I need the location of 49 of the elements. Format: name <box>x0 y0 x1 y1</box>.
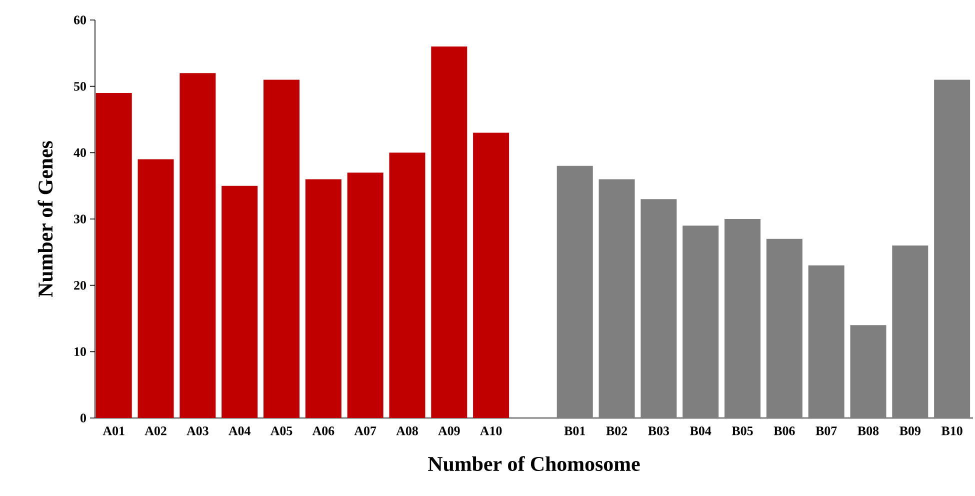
x-tick-label: B02 <box>606 426 628 436</box>
x-tick-label: A07 <box>354 426 376 436</box>
x-tick-label: A05 <box>270 426 292 436</box>
x-tick-label: A04 <box>228 426 250 436</box>
x-tick-label: A01 <box>102 426 124 436</box>
bar <box>473 132 510 418</box>
bar <box>682 226 719 418</box>
x-tick-label: B06 <box>774 426 795 436</box>
y-tick-label: 30 <box>74 214 86 224</box>
x-tick-label: B10 <box>941 426 962 436</box>
x-tick-label: B03 <box>648 426 670 436</box>
x-tick-label: B04 <box>690 426 712 436</box>
bar <box>389 152 426 418</box>
bar <box>431 46 468 418</box>
bar <box>934 80 970 418</box>
x-tick-label: A06 <box>312 426 334 436</box>
bar <box>724 218 761 418</box>
x-tick-label: A08 <box>396 426 418 436</box>
x-tick-label: B08 <box>858 426 879 436</box>
x-tick-label: A03 <box>186 426 208 436</box>
y-axis-title: Number of Genes <box>38 141 53 298</box>
x-tick-label: A09 <box>438 426 460 436</box>
bar <box>766 238 802 418</box>
bar <box>305 179 342 418</box>
bar <box>808 265 844 418</box>
y-tick-label: 50 <box>74 82 86 91</box>
bar <box>264 80 300 418</box>
bar <box>138 159 174 418</box>
x-tick-label: B05 <box>732 426 753 436</box>
bar <box>640 199 677 418</box>
bar <box>598 179 635 418</box>
y-tick-label: 60 <box>74 16 86 24</box>
bar <box>556 166 593 418</box>
y-tick-label: 0 <box>80 414 86 422</box>
x-axis-title: Number of Chomosome <box>428 456 640 472</box>
bar <box>850 325 886 418</box>
y-tick-label: 40 <box>74 148 86 158</box>
x-tick-label: B07 <box>816 426 837 436</box>
x-tick-label: B09 <box>900 426 920 436</box>
bar <box>347 172 384 418</box>
bar <box>222 186 258 418</box>
x-tick-label: A10 <box>480 426 502 436</box>
bar <box>892 246 928 418</box>
x-tick-label: A02 <box>144 426 166 436</box>
bar <box>96 92 132 418</box>
x-tick-label: B01 <box>564 426 585 436</box>
bar <box>180 73 216 418</box>
y-tick-label: 20 <box>74 280 86 290</box>
y-tick-label: 10 <box>74 347 86 356</box>
